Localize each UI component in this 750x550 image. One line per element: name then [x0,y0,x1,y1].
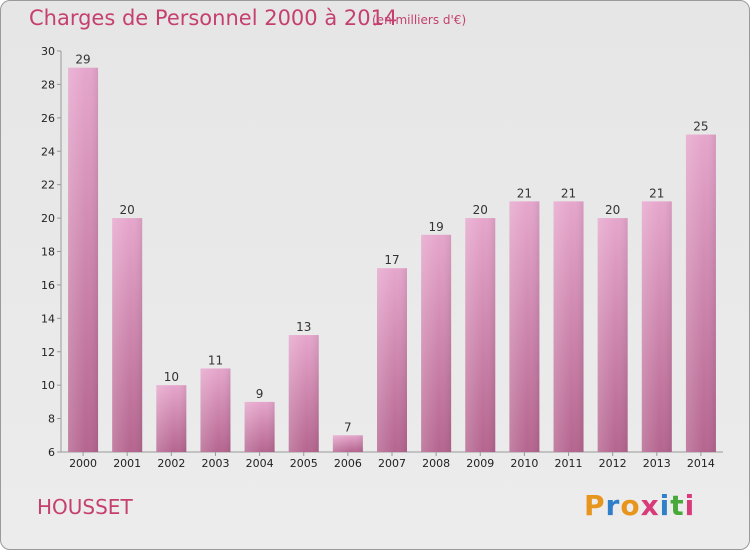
bar-shade [112,218,143,452]
logo-letter: x [640,489,660,522]
y-tick-label: 12 [41,346,55,359]
logo-letter: i [659,489,671,522]
data-label: 21 [649,186,664,200]
x-tick-label: 2000 [69,457,97,470]
y-tick-label: 30 [41,45,55,58]
data-label: 19 [428,220,443,234]
x-tick-label: 2012 [599,457,627,470]
x-tick-label: 2003 [201,457,229,470]
data-label: 20 [605,203,620,217]
y-tick-label: 28 [41,78,55,91]
data-label: 7 [344,420,352,434]
x-tick-label: 2005 [290,457,318,470]
data-label: 17 [384,253,399,267]
chart-title: Charges de Personnel 2000 à 2014 [29,6,398,30]
bar-shade [465,218,496,452]
logo-letter: r [605,489,621,522]
data-label: 10 [164,370,179,384]
bar-shade [288,335,319,452]
bar-shade [156,385,187,452]
bar-shade [244,401,275,452]
y-tick-label: 26 [41,112,55,125]
y-tick-label: 10 [41,379,55,392]
logo-letter: i [684,489,696,522]
y-tick-label: 22 [41,179,55,192]
x-tick-label: 2004 [246,457,274,470]
data-label: 13 [296,320,311,334]
data-label: 21 [561,186,576,200]
bar-shade [641,201,672,452]
data-label: 11 [208,353,223,367]
proxiti-logo: Proxiti [584,489,695,522]
y-tick-label: 20 [41,212,55,225]
commune-name: HOUSSET [37,495,133,519]
bar-shade [332,435,363,452]
logo-letter: P [584,489,606,522]
y-tick-label: 8 [48,413,55,426]
x-tick-label: 2001 [113,457,141,470]
y-tick-label: 16 [41,279,55,292]
x-tick-label: 2007 [378,457,406,470]
x-tick-label: 2010 [510,457,538,470]
y-tick-label: 18 [41,246,55,259]
x-tick-label: 2013 [643,457,671,470]
data-label: 25 [693,120,708,134]
x-tick-label: 2009 [466,457,494,470]
data-label: 9 [256,387,264,401]
data-label: 20 [473,203,488,217]
bar-shade [553,201,584,452]
bar-shade [509,201,540,452]
data-label: 29 [75,53,90,67]
bar-shade [685,134,716,452]
bar-shade [68,67,99,452]
x-tick-label: 2002 [157,457,185,470]
x-tick-label: 2014 [687,457,715,470]
data-label: 21 [517,186,532,200]
logo-letter: t [670,489,685,522]
y-tick-label: 24 [41,145,55,158]
x-tick-label: 2006 [334,457,362,470]
data-label: 20 [120,203,135,217]
bar-shade [377,268,407,452]
x-tick-label: 2008 [422,457,450,470]
bar-shade [597,218,628,452]
chart-subtitle: (en milliers d'€) [372,13,467,27]
y-tick-label: 14 [41,312,55,325]
x-tick-label: 2011 [555,457,583,470]
y-tick-label: 6 [48,446,55,459]
bar-shade [200,368,231,452]
logo-letter: o [620,489,641,522]
bar-shade [421,234,452,452]
